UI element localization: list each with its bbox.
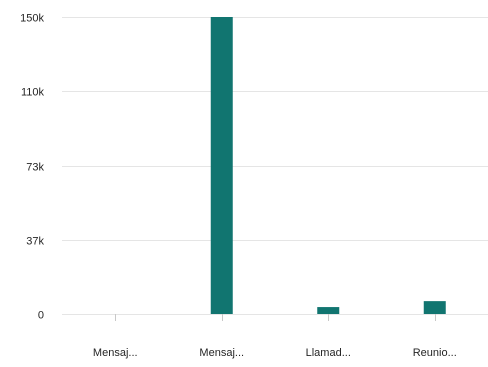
y-tick-label: 110k <box>21 87 45 99</box>
y-tick-label: 73k <box>26 162 44 174</box>
bar-3[interactable] <box>423 301 446 314</box>
bar-2[interactable] <box>317 307 340 314</box>
bars <box>210 17 446 314</box>
x-tick-label: Llamad... <box>306 347 351 359</box>
grid-lines <box>62 17 488 315</box>
y-tick-label: 0 <box>38 310 44 322</box>
x-tick-label: Mensaj... <box>199 347 244 359</box>
x-axis-tick-labels: Mensaj... Mensaj... Llamad... Reunio... <box>93 314 457 359</box>
y-axis-tick-labels: 0 37k 73k 110k 150k <box>20 13 44 322</box>
x-tick-label: Reunio... <box>413 347 457 359</box>
y-tick-label: 150k <box>20 13 44 25</box>
x-tick-label: Mensaj... <box>93 347 138 359</box>
bar-1[interactable] <box>210 17 233 314</box>
y-tick-label: 37k <box>26 236 44 248</box>
